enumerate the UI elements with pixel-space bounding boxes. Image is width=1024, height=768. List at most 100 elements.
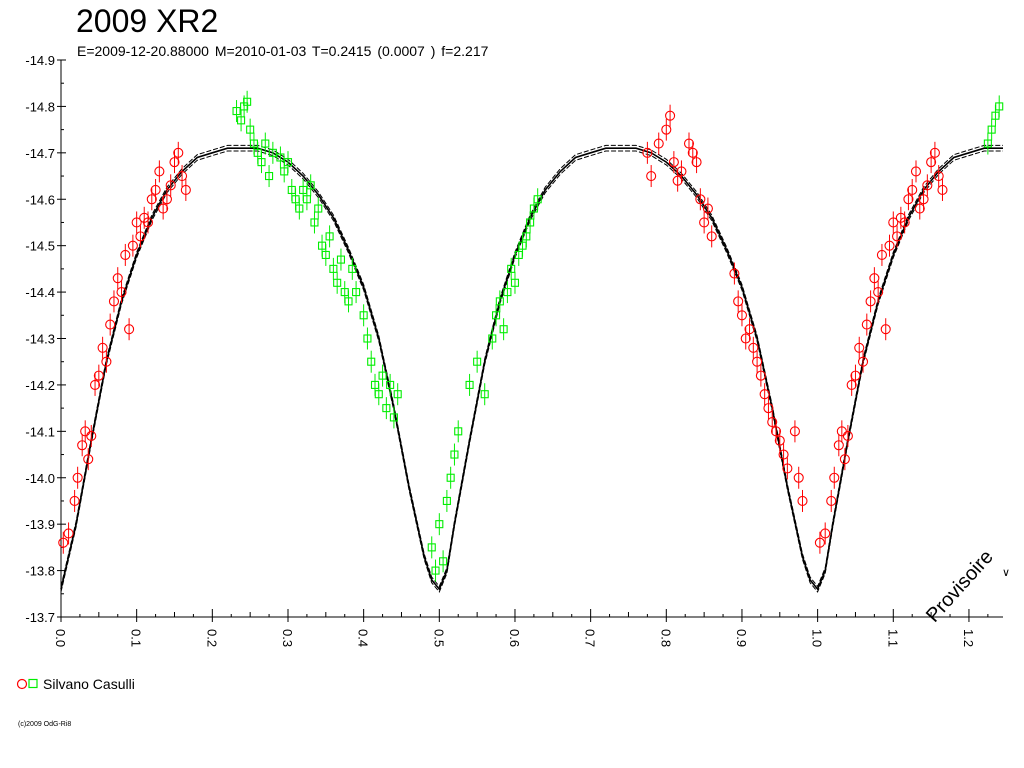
data-point-circle [854,342,865,353]
data-point-circle [907,184,918,196]
axes: -14.9 -14.8 -14.7 -14.6 -14.5 -14.4 -14.3 -14.2… [25,53,1003,647]
data-point-circle [120,249,131,260]
data-point-circle [820,528,831,539]
data-point-circle [661,124,672,135]
legend: Silvano Casulli [16,673,135,694]
data-point-circle [744,324,755,335]
data-point-square [382,404,391,413]
copyright-note: (c)2009 OdG-Ri8 [18,721,72,728]
y-tick-label: -14.9 [25,53,55,68]
data-point-square [232,107,241,116]
data-point-circle [733,296,744,307]
data-point-circle [826,495,837,507]
data-point-square [378,371,387,380]
data-point-circle [63,528,74,539]
data-point-circle [857,356,869,367]
data-point-circle [926,157,937,168]
data-point-square [995,102,1004,111]
x-tick-label: 0.2 [204,629,219,647]
data-point-circle [793,472,804,483]
data-point-circle [146,194,157,205]
data-point-square [276,153,285,162]
data-point-square [243,97,252,106]
data-point-circle [782,463,793,474]
x-tick-label: 0.4 [356,629,371,647]
data-point-circle [161,194,172,205]
data-point-circle [676,166,687,177]
data-point-circle [131,217,142,228]
data-point-circle [748,342,759,353]
data-point-circle [83,454,94,465]
data-point-circle [767,416,778,428]
data-point-square [522,232,531,241]
data-point-circle [814,537,825,548]
data-point-square [386,380,395,389]
data-point-circle [668,157,679,168]
data-point-circle [922,180,933,191]
data-point-square [268,148,277,157]
data-point-circle [833,440,844,451]
data-point-square [329,264,338,273]
data-point-circle [642,147,653,158]
data-point-square [306,181,315,190]
data-point-circle [665,110,676,121]
data-point-circle [97,342,108,353]
x-tick-label: 1.0 [810,629,825,647]
data-point-circle [108,296,120,307]
legend-markers-icon [16,679,38,690]
data-point-square [246,125,255,134]
x-tick-label: 0.6 [507,629,522,647]
data-point-circle [72,472,83,483]
y-tick-label: -14.1 [25,424,55,439]
data-point-circle [914,203,925,214]
data-point-circle [873,287,884,298]
data-point-square [442,496,451,506]
y-tick-label: -14.7 [25,146,55,161]
x-tick-label: 0.7 [583,629,598,647]
x-tick-label: 0.1 [129,629,144,647]
data-point-circle [105,319,116,330]
data-point-square [302,195,311,204]
data-point-circle [150,184,161,196]
data-points [58,90,1004,582]
data-point-circle [101,356,112,367]
model-curve-line [60,147,1003,591]
data-point-square [503,288,512,297]
data-point-circle [169,157,180,168]
data-point-circle [736,310,748,321]
data-point-circle [850,370,861,381]
data-point-circle [154,166,165,177]
x-tick-label: 0.5 [431,629,446,647]
data-point-circle [846,379,857,390]
data-point-circle [933,170,944,182]
data-point-square [389,413,398,422]
data-point-square [374,390,383,399]
data-point-square [983,139,992,148]
data-point-circle [702,203,713,214]
data-point-circle [69,495,80,507]
data-point-square [435,520,444,529]
data-point-square [359,311,368,320]
data-point-circle [691,157,702,168]
data-point-circle [653,138,664,149]
data-point-circle [695,194,706,205]
x-tick-label: 1.1 [885,629,900,647]
y-tick-label: -13.8 [25,564,55,579]
data-point-circle [93,370,104,381]
model-curve-line [60,144,1003,588]
data-point-circle [124,324,135,335]
data-point-circle [842,430,853,442]
data-point-circle [829,472,840,483]
data-point-circle [180,184,191,196]
data-point-circle [58,537,69,548]
y-tick-label: -14.2 [25,378,55,393]
x-tick-label: 0.8 [658,629,673,647]
data-point-square [446,473,455,482]
data-point-circle [142,217,154,228]
model-curve-line [60,150,1003,593]
data-point-circle [888,217,899,228]
data-point-square [333,278,342,287]
data-point-square [321,250,330,259]
data-point-square [295,204,304,213]
